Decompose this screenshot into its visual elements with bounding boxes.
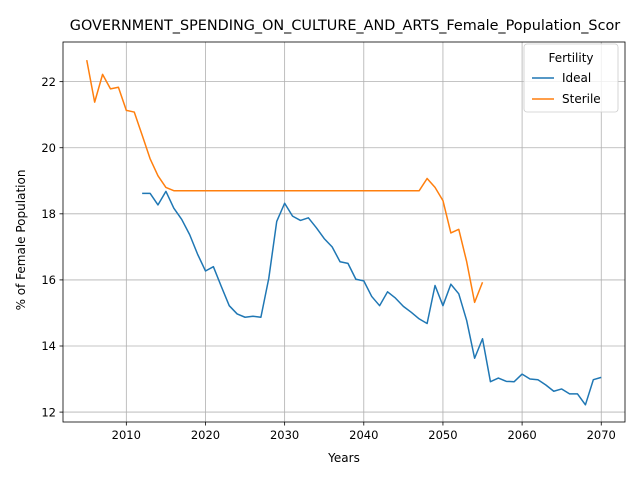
x-tick-label: 2010 [112,428,141,442]
x-tick-label: 2060 [507,428,536,442]
y-tick-label: 18 [41,207,56,221]
y-tick-label: 22 [41,75,56,89]
x-tick-label: 2040 [349,428,378,442]
y-axis-label: % of Female Population [14,170,28,311]
legend-box [523,43,619,113]
axis-ticks: 2010 2020 2030 2040 2050 2060 2070 12 14 16 18 20 22 [41,75,616,442]
y-tick-label: 20 [41,141,56,155]
x-axis-label: Years [327,451,360,465]
x-tick-label: 2030 [270,428,299,442]
x-tick-label: 2070 [587,428,616,442]
legend: Fertility Ideal Sterile [523,43,619,113]
legend-title: Fertility [548,51,593,65]
y-tick-label: 16 [41,273,56,287]
grid [63,42,625,422]
x-tick-label: 2050 [428,428,457,442]
plot-frame [62,41,626,423]
y-tick-label: 12 [41,405,56,419]
legend-label-ideal: Ideal [562,71,591,85]
chart-title: GOVERNMENT_SPENDING_ON_CULTURE_AND_ARTS_… [70,18,620,34]
series-lines [86,60,602,406]
series-line-ideal [142,190,602,406]
x-tick-label: 2020 [191,428,220,442]
y-tick-label: 14 [41,339,56,353]
legend-label-sterile: Sterile [562,92,601,106]
series-line-sterile [86,60,484,304]
